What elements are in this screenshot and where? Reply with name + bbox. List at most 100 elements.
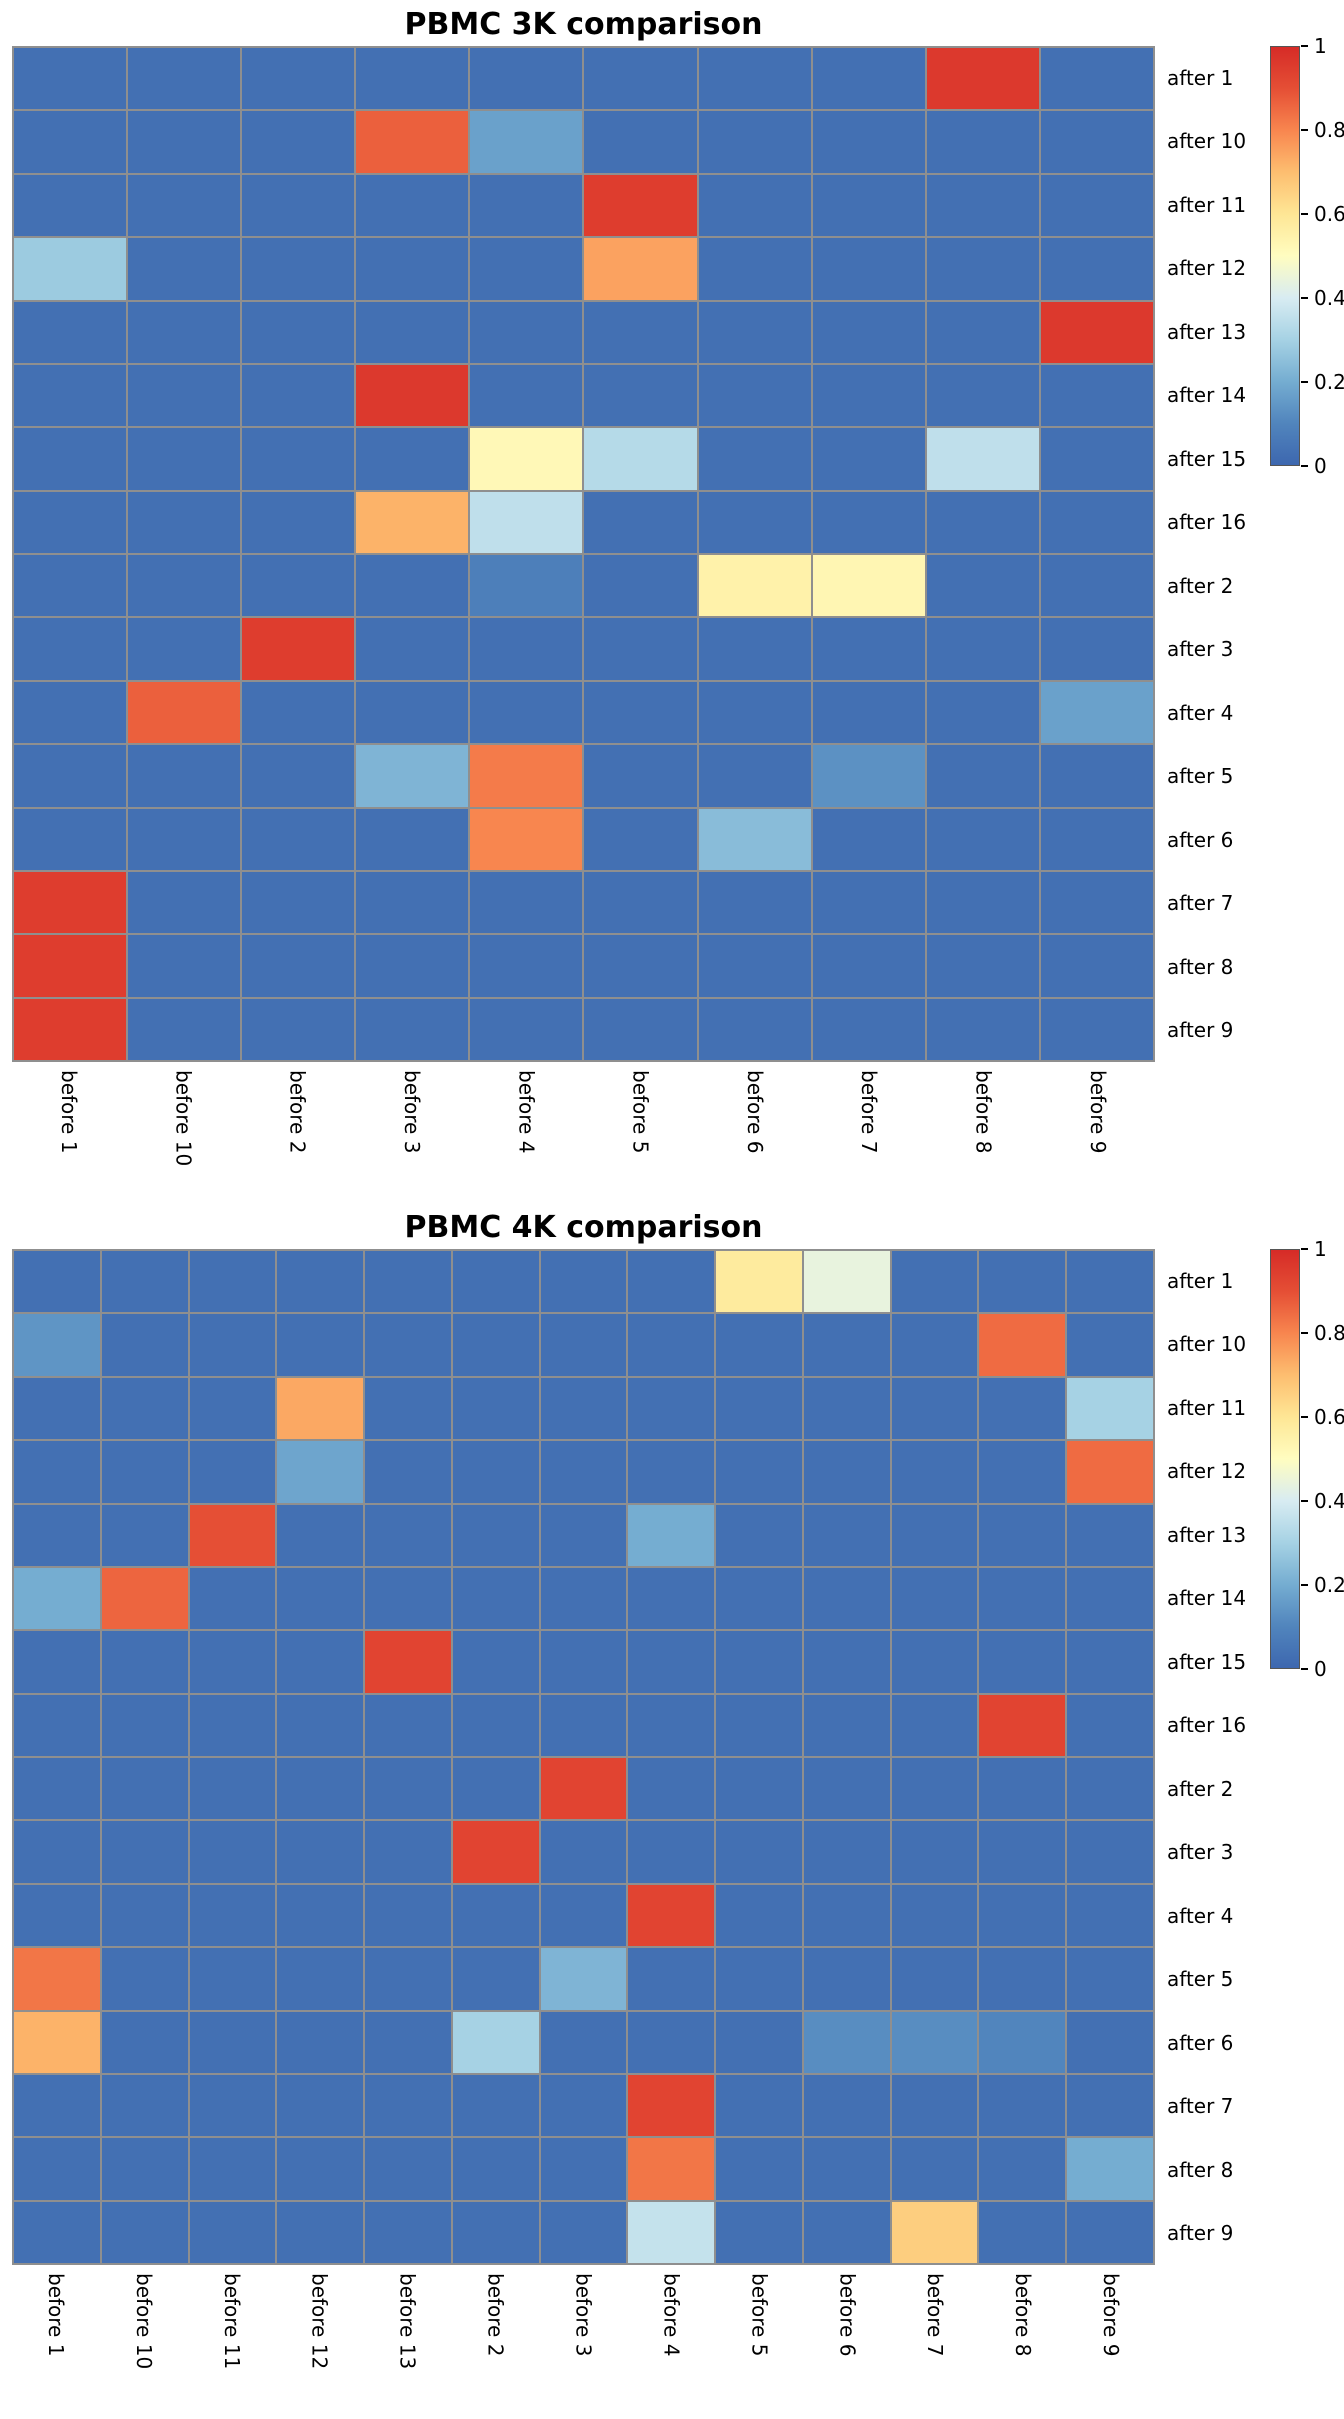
heatmap-cell	[365, 1567, 451, 1630]
heatmap-cell	[14, 1504, 100, 1566]
heatmap-cell	[365, 2201, 451, 2263]
heatmap-cell	[452, 1251, 539, 1313]
heatmap-cell	[14, 1948, 100, 2010]
heatmap-cell	[356, 871, 469, 934]
heatmap-cell	[803, 1821, 890, 1883]
heatmap-cell	[14, 808, 127, 870]
colorbar-ticks-2: 1 0.8 0.6 0.4 0.2 0	[1270, 1237, 1344, 1681]
heatmap-cell	[1040, 48, 1153, 110]
heatmap-cell	[812, 871, 925, 934]
heatmap-cell	[812, 555, 925, 617]
heatmap-cell	[452, 2138, 539, 2200]
col-label: before 7	[891, 2273, 979, 2397]
col-label: before 9	[1067, 2273, 1155, 2397]
colorbar-tick-mark	[1301, 1584, 1308, 1586]
heatmap-cell	[356, 998, 469, 1060]
row-label: after 5	[1167, 764, 1234, 789]
heatmap-cell	[452, 1567, 539, 1630]
heatmap-cell	[101, 2011, 188, 2073]
heatmap-cell	[1067, 1251, 1153, 1313]
heatmap-cell	[365, 1441, 451, 1503]
heatmap-cell	[14, 681, 127, 744]
col-label: before 12	[276, 2273, 364, 2397]
heatmap-cell	[1040, 618, 1153, 680]
heatmap-cell	[189, 1821, 276, 1883]
heatmap-cell	[540, 1504, 627, 1566]
heatmap-cell	[628, 1884, 715, 1947]
heatmap-cell	[1040, 935, 1153, 997]
heatmap-cell	[128, 618, 241, 680]
heatmap-cell	[14, 555, 127, 617]
heatmap-cell	[1040, 745, 1153, 807]
heatmap-cell	[926, 618, 1039, 680]
heatmap-cell	[189, 1694, 276, 1756]
heatmap-cell	[803, 1504, 890, 1566]
col-label-text: before 8	[1011, 2273, 1036, 2357]
heatmap-cell	[584, 808, 697, 870]
heatmap-cell	[698, 871, 811, 934]
heatmap-cell	[812, 111, 925, 173]
heatmap-cell	[698, 681, 811, 744]
heatmap-cell	[1040, 301, 1153, 363]
col-label-text: before 1	[43, 2273, 68, 2357]
row-label: after 7	[1167, 891, 1234, 916]
colorbar-2: 1 0.8 0.6 0.4 0.2 0	[1270, 1237, 1344, 1681]
heatmap-cell	[14, 1884, 100, 1947]
row-label: after 1	[1167, 1268, 1234, 1293]
heatmap-cell	[926, 428, 1039, 490]
heatmap-cell	[1067, 2074, 1153, 2137]
heatmap-cell	[277, 1948, 364, 2010]
heatmap-cell	[1067, 1631, 1153, 1693]
col-label-text: before 9	[1099, 2273, 1124, 2357]
heatmap-cell	[277, 1694, 364, 1756]
heatmap-cell	[628, 1631, 715, 1693]
heatmap-cell	[128, 808, 241, 870]
heatmap-cell	[628, 2011, 715, 2073]
col-label: before 3	[355, 1070, 469, 1194]
heatmap-cell	[470, 998, 583, 1060]
heatmap-cell	[128, 745, 241, 807]
heatmap-cell	[926, 681, 1039, 744]
heatmap-cell	[365, 1314, 451, 1376]
heatmap-cell	[14, 1441, 100, 1503]
row-label: after 16	[1167, 510, 1247, 535]
heatmap-cell	[101, 1631, 188, 1693]
heatmap-cell	[540, 1251, 627, 1313]
heatmap-cell	[277, 1504, 364, 1566]
heatmap-cell	[540, 1884, 627, 1947]
heatmap-cell	[277, 1821, 364, 1883]
heatmap-cell	[14, 618, 127, 680]
heatmap-cell	[189, 1441, 276, 1503]
col-label-text: before 12	[307, 2273, 332, 2370]
heatmap-cell	[101, 2201, 188, 2263]
heatmap-cell	[242, 555, 355, 617]
col-label: before 2	[452, 2273, 540, 2397]
heatmap-cell	[979, 1758, 1066, 1820]
heatmap-cell	[365, 1948, 451, 2010]
heatmap-cell	[540, 1441, 627, 1503]
heatmap-cell	[698, 618, 811, 680]
colorbar-tick-label: 0.6	[1314, 202, 1344, 226]
heatmap-cell	[540, 1694, 627, 1756]
col-label-text: before 3	[571, 2273, 596, 2357]
heatmap-cell	[242, 174, 355, 237]
colorbar-gradient-2	[1270, 1249, 1300, 1669]
heatmap-cell	[812, 935, 925, 997]
heatmap-cell	[584, 491, 697, 553]
heatmap-cell	[926, 174, 1039, 237]
heatmap-cell	[803, 1758, 890, 1820]
heatmap-cell	[356, 111, 469, 173]
heatmap-cell	[979, 1377, 1066, 1440]
heatmap-cell	[812, 808, 925, 870]
row-label: after 10	[1167, 129, 1247, 154]
heatmap-cell	[189, 1377, 276, 1440]
row-label: after 2	[1167, 1776, 1234, 1801]
heatmap-cell	[470, 745, 583, 807]
row-label: after 13	[1167, 1522, 1247, 1547]
heatmap-cell	[979, 1694, 1066, 1756]
row-label: after 7	[1167, 2094, 1234, 2119]
heatmap-cell	[242, 491, 355, 553]
col-label: before 2	[241, 1070, 355, 1194]
heatmap-cell	[356, 238, 469, 300]
row-label: after 15	[1167, 446, 1247, 471]
